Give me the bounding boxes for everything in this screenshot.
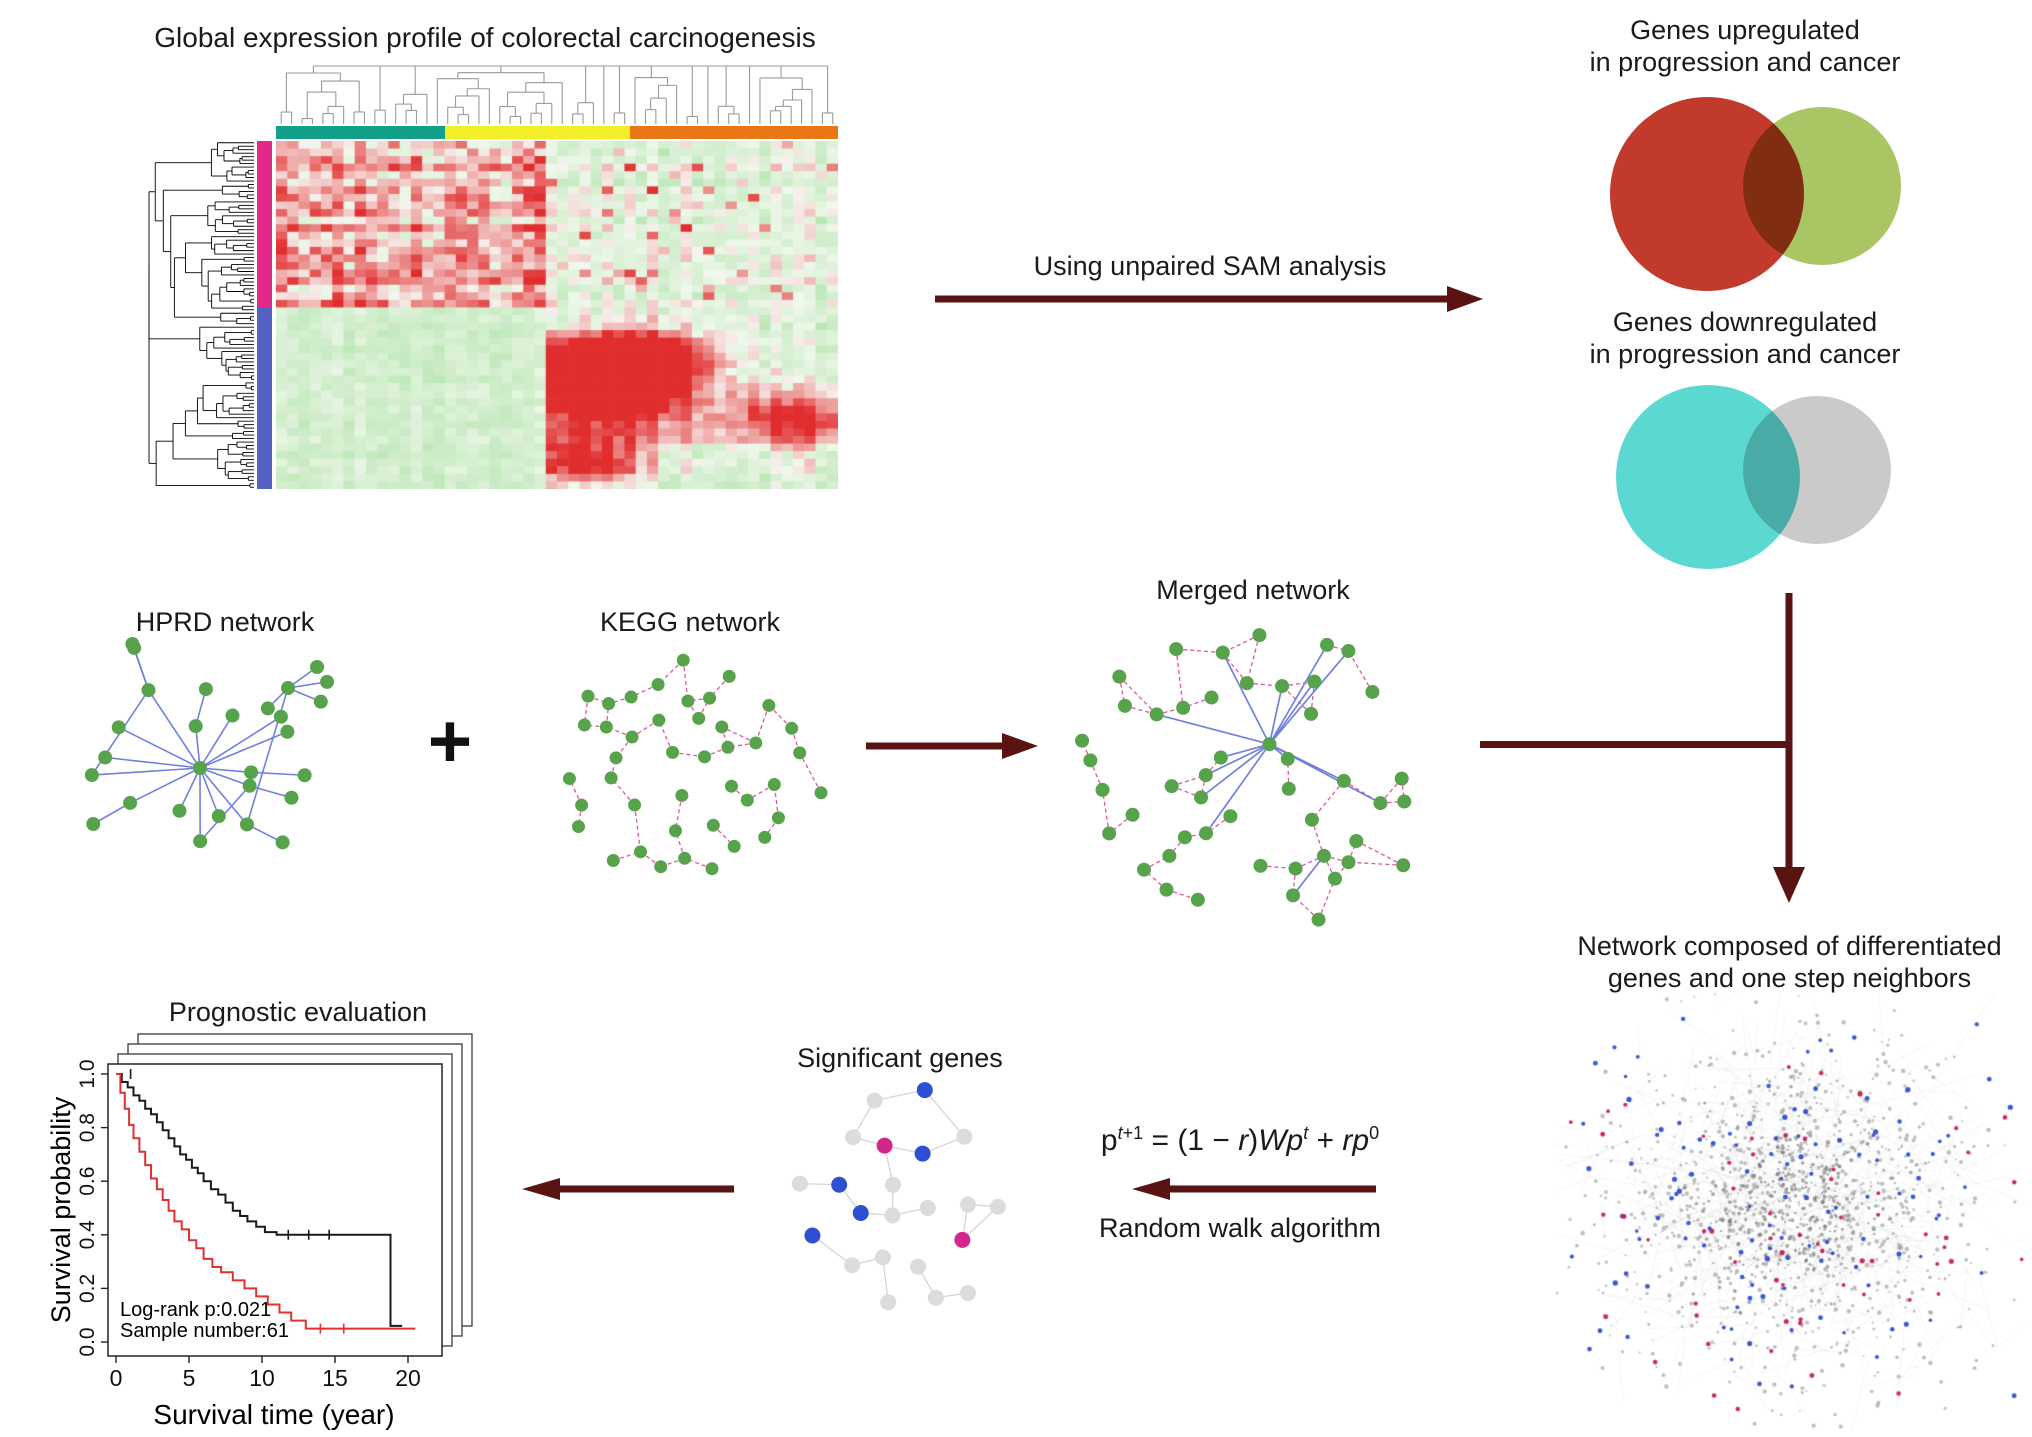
random-walk-label: Random walk algorithm bbox=[1098, 1213, 1382, 1243]
neighbor-network-title-line1: Network composed of differentiated bbox=[1577, 931, 2002, 961]
connector-line bbox=[1480, 741, 1790, 748]
formula-plus1: +1 bbox=[1122, 1123, 1144, 1143]
row-group-blue bbox=[257, 308, 272, 489]
significant-genes-graph bbox=[791, 1082, 1006, 1311]
venn-downregulated bbox=[1616, 385, 1891, 569]
venn-up-right-circle bbox=[1743, 107, 1901, 265]
formula-sup1: t+1 bbox=[1118, 1123, 1144, 1143]
arrow-head bbox=[1447, 286, 1483, 312]
survival-plot: 0.0 0.2 0.4 0.6 0.8 1.0 0 5 10 15 20 Log-rank p:0.… bbox=[46, 1033, 473, 1430]
row-dendrogram bbox=[148, 142, 254, 488]
arrow-shaft bbox=[558, 1185, 734, 1193]
svg-text:0.4: 0.4 bbox=[76, 1220, 99, 1250]
svg-text:0.8: 0.8 bbox=[76, 1113, 99, 1142]
x-axis-label: Survival time (year) bbox=[153, 1399, 394, 1430]
kegg-title: KEGG network bbox=[599, 607, 781, 637]
arrow-head bbox=[1773, 867, 1805, 903]
arrow-shaft bbox=[1785, 593, 1793, 869]
column-group-yellow bbox=[444, 126, 631, 139]
svg-text:15: 15 bbox=[322, 1365, 348, 1391]
formula-sup2: t bbox=[1303, 1123, 1308, 1143]
plus-sign: + bbox=[427, 699, 473, 784]
venn-upregulated bbox=[1610, 97, 1901, 291]
merged-to-arrow-connector bbox=[1480, 741, 1790, 748]
arrow-head bbox=[1132, 1178, 1170, 1200]
neighbor-network-hairball bbox=[1556, 992, 2026, 1430]
row-cluster-colorbar bbox=[257, 141, 272, 489]
svg-text:5: 5 bbox=[183, 1365, 196, 1391]
venn-down-right-circle bbox=[1743, 396, 1891, 544]
arrow-head bbox=[522, 1178, 560, 1200]
column-cluster-colorbar bbox=[276, 126, 838, 139]
sam-arrow-right-icon bbox=[935, 286, 1483, 312]
hprd-network-graph bbox=[84, 637, 335, 850]
svg-text:1.0: 1.0 bbox=[76, 1059, 99, 1088]
formula-Wp: Wp bbox=[1258, 1124, 1304, 1157]
evaluation-arrow-left-icon bbox=[522, 1178, 734, 1200]
arrow-shaft bbox=[935, 295, 1447, 303]
venn-up-title-line1: Genes upregulated bbox=[1630, 15, 1860, 45]
neighbor-network-title-line2: genes and one step neighbors bbox=[1607, 963, 1972, 993]
random-walk-formula: pt+1 = (1 − r)Wpt + rp0 bbox=[1085, 1122, 1395, 1160]
svg-text:20: 20 bbox=[395, 1365, 421, 1391]
formula-sup3: 0 bbox=[1369, 1123, 1380, 1143]
formula-mid1: = (1 − bbox=[1143, 1124, 1239, 1157]
column-dendrogram bbox=[280, 65, 834, 124]
formula-mid2: ) bbox=[1248, 1124, 1259, 1157]
sam-analysis-label: Using unpaired SAM analysis bbox=[1033, 251, 1387, 281]
sample-annotation: Sample number:61 bbox=[120, 1320, 289, 1342]
formula-mid3: + bbox=[1308, 1124, 1343, 1157]
venn-down-left-circle bbox=[1616, 385, 1800, 569]
formula-t2: t bbox=[1303, 1123, 1309, 1143]
svg-text:0.0: 0.0 bbox=[76, 1327, 99, 1356]
merged-title: Merged network bbox=[1156, 575, 1350, 605]
venn-down-title-line1: Genes downregulated bbox=[1612, 307, 1878, 337]
y-axis-label: Survival probability bbox=[46, 1096, 76, 1323]
arrow-shaft bbox=[1168, 1185, 1376, 1193]
heatmap-title: Global expression profile of colorectal … bbox=[154, 22, 816, 53]
kegg-network-graph bbox=[562, 653, 828, 876]
svg-text:0: 0 bbox=[110, 1365, 123, 1391]
column-group-teal bbox=[276, 126, 445, 139]
svg-text:0.6: 0.6 bbox=[76, 1167, 99, 1196]
hprd-title: HPRD network bbox=[135, 607, 315, 637]
arrow-shaft bbox=[866, 742, 1002, 750]
survival-plot-generated: 0.0 0.2 0.4 0.6 0.8 1.0 0 5 10 15 20 bbox=[76, 1033, 473, 1391]
formula-t: t bbox=[1117, 1123, 1123, 1143]
prognostic-title: Prognostic evaluation bbox=[168, 997, 428, 1027]
logrank-annotation: Log-rank p:0.021 bbox=[120, 1299, 271, 1321]
formula-rp: rp bbox=[1342, 1124, 1370, 1157]
svg-text:0.2: 0.2 bbox=[76, 1274, 99, 1303]
random-walk-arrow-left-icon bbox=[1132, 1178, 1376, 1200]
venn-down-title-line2: in progression and cancer bbox=[1589, 339, 1901, 369]
expression-heatmap bbox=[276, 141, 838, 489]
down-arrow-icon bbox=[1773, 593, 1805, 903]
venn-up-title-line2: in progression and cancer bbox=[1589, 47, 1901, 77]
formula-p: p bbox=[1100, 1124, 1118, 1157]
row-group-pink bbox=[257, 141, 272, 309]
column-group-orange bbox=[630, 126, 838, 139]
merge-arrow-right-icon bbox=[866, 733, 1038, 759]
formula-r: r bbox=[1238, 1124, 1249, 1157]
arrow-head bbox=[1002, 733, 1038, 759]
svg-text:10: 10 bbox=[249, 1365, 275, 1391]
significant-genes-title: Significant genes bbox=[797, 1043, 1003, 1073]
merged-network-graph bbox=[1075, 628, 1412, 927]
